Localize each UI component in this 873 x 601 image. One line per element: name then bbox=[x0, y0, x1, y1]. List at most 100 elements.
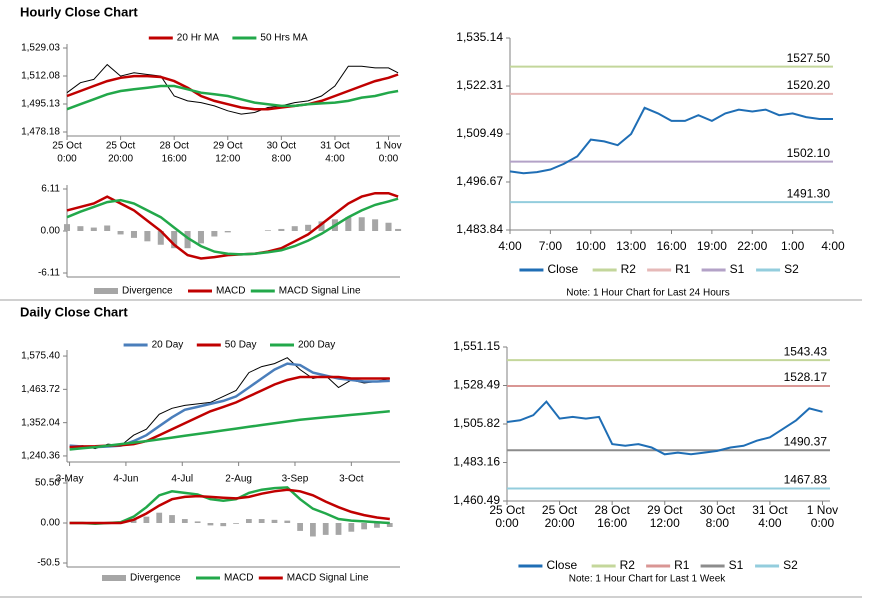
series-line bbox=[506, 400, 823, 456]
divergence-bar bbox=[181, 519, 188, 523]
x-tick-label: 8:00 bbox=[706, 516, 730, 530]
divergence-bar bbox=[361, 523, 368, 530]
x-tick-label: 3-Oct bbox=[339, 474, 364, 485]
x-tick-label: 20:00 bbox=[545, 516, 575, 530]
divergence-bar bbox=[207, 523, 214, 526]
y-tick-label: 1,352.04 bbox=[21, 417, 60, 428]
legend-label: R1 bbox=[674, 558, 690, 572]
x-tick-label: 16:00 bbox=[597, 516, 627, 530]
x-tick-label: 10:00 bbox=[576, 239, 606, 253]
price-line bbox=[69, 357, 390, 450]
divergence-bar bbox=[233, 523, 239, 524]
legend-label: Divergence bbox=[130, 573, 181, 584]
series-line bbox=[69, 488, 390, 525]
x-tick-label: 4:00 bbox=[821, 239, 845, 253]
y-tick-label: 0.00 bbox=[41, 226, 61, 237]
divergence-bar bbox=[385, 222, 392, 231]
legend-label: MACD bbox=[224, 573, 253, 584]
legend-label: MACD bbox=[216, 286, 245, 297]
divergence-bar bbox=[318, 221, 325, 231]
level-label: 1467.83 bbox=[784, 473, 828, 487]
divergence-bar bbox=[63, 224, 71, 231]
legend-label: R1 bbox=[675, 262, 691, 276]
level-label: 1491.30 bbox=[787, 186, 831, 200]
divergence-bar bbox=[211, 231, 218, 237]
series-line bbox=[69, 486, 390, 526]
divergence-bar bbox=[271, 519, 278, 523]
x-tick-label: 4:00 bbox=[758, 516, 782, 530]
x-tick-label: 25 Oct bbox=[542, 503, 578, 517]
divergence-bar bbox=[104, 225, 111, 231]
x-tick-label: 0:00 bbox=[57, 154, 77, 165]
chart-note: Note: 1 Hour Chart for Last 24 Hours bbox=[566, 288, 729, 299]
divergence-bar bbox=[348, 523, 355, 532]
x-tick-label: 22:00 bbox=[737, 239, 767, 253]
legend-label: 50 Hrs MA bbox=[260, 33, 308, 44]
legend-label: S2 bbox=[783, 558, 798, 572]
x-tick-label: 20:00 bbox=[108, 154, 133, 165]
x-tick-label: 3-Sep bbox=[282, 474, 309, 485]
legend-label: R2 bbox=[621, 262, 637, 276]
divergence-bar bbox=[245, 519, 252, 523]
divergence-bar bbox=[305, 224, 312, 231]
y-tick-label: 1,495.13 bbox=[21, 99, 60, 110]
y-tick-label: 1,512.08 bbox=[21, 71, 60, 82]
y-tick-label: 1,528.49 bbox=[453, 378, 500, 392]
x-tick-label: 4:00 bbox=[325, 154, 345, 165]
x-tick-label: 0:00 bbox=[495, 516, 519, 530]
x-tick-label: 1 Nov bbox=[375, 141, 401, 152]
divergence-bar bbox=[197, 231, 204, 244]
legend-label: 50 Day bbox=[225, 340, 257, 351]
x-tick-label: 30 Oct bbox=[700, 503, 736, 517]
level-label: 1528.17 bbox=[784, 370, 828, 384]
divergence-bar bbox=[220, 523, 227, 527]
x-tick-label: 31 Oct bbox=[320, 141, 350, 152]
x-tick-label: 8:00 bbox=[272, 154, 292, 165]
divergence-bar bbox=[284, 520, 291, 523]
legend-swatch bbox=[102, 575, 126, 581]
series-line bbox=[66, 197, 399, 256]
divergence-bar bbox=[143, 516, 150, 523]
y-tick-label: 1,535.14 bbox=[456, 30, 503, 44]
divergence-bar bbox=[291, 226, 298, 231]
x-tick-label: 1:00 bbox=[781, 239, 805, 253]
y-tick-label: -50.5 bbox=[37, 558, 60, 569]
level-label: 1543.43 bbox=[784, 344, 828, 358]
y-tick-label: 1,483.84 bbox=[456, 222, 503, 236]
legend-label: S2 bbox=[784, 262, 799, 276]
x-tick-label: 16:00 bbox=[162, 154, 187, 165]
divergence-bar bbox=[345, 217, 352, 231]
divergence-bar bbox=[264, 230, 271, 231]
divergence-bar bbox=[386, 523, 393, 527]
legend-label: MACD Signal Line bbox=[279, 286, 361, 297]
x-tick-label: 0:00 bbox=[379, 154, 399, 165]
x-tick-label: 31 Oct bbox=[752, 503, 788, 517]
x-tick-label: 25 Oct bbox=[106, 141, 136, 152]
divergence-bar bbox=[144, 231, 151, 242]
x-tick-label: 4-Jun bbox=[113, 474, 138, 485]
divergence-bar bbox=[184, 231, 191, 249]
x-tick-label: 28 Oct bbox=[594, 503, 630, 517]
legend-label: 200 Day bbox=[298, 340, 335, 351]
y-tick-label: 1,478.18 bbox=[21, 127, 60, 138]
y-tick-label: 6.11 bbox=[41, 184, 60, 195]
divergence-bar bbox=[130, 519, 137, 523]
y-tick-label: 1,551.15 bbox=[453, 339, 500, 353]
x-tick-label: 13:00 bbox=[616, 239, 646, 253]
divergence-bar bbox=[169, 515, 175, 523]
x-tick-label: 0:00 bbox=[811, 516, 835, 530]
divergence-bar bbox=[90, 227, 97, 231]
x-tick-label: 29 Oct bbox=[647, 503, 683, 517]
y-tick-label: 1,240.36 bbox=[21, 451, 60, 462]
price-line bbox=[66, 63, 399, 115]
legend-label: Divergence bbox=[122, 286, 173, 297]
x-tick-label: 16:00 bbox=[656, 239, 686, 253]
divergence-bar bbox=[358, 217, 365, 231]
level-label: 1527.50 bbox=[787, 51, 831, 65]
y-tick-label: 1,483.16 bbox=[453, 455, 500, 469]
x-tick-label: 19:00 bbox=[697, 239, 727, 253]
x-tick-label: 7:00 bbox=[539, 239, 563, 253]
series-line bbox=[69, 410, 390, 451]
y-tick-label: 1,575.40 bbox=[21, 351, 60, 362]
